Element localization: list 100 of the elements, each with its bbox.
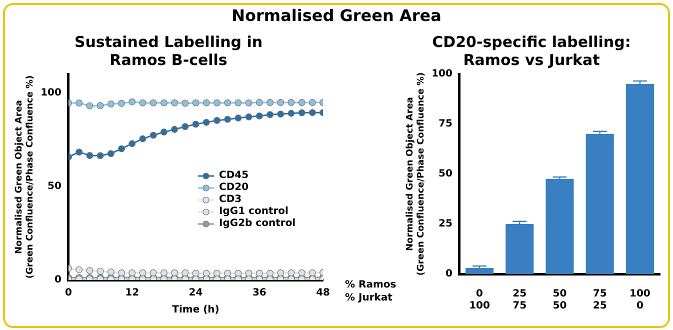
point — [202, 99, 210, 106]
point — [118, 100, 126, 107]
point — [150, 99, 157, 106]
point — [202, 270, 210, 277]
point — [224, 99, 232, 106]
y-axis-title: Normalised Green Object Area (Green Confluence/Phase Confluence %) — [14, 75, 36, 279]
legend-label: CD20 — [219, 182, 249, 194]
point — [224, 116, 232, 123]
legend-label: IgG2b control — [219, 218, 296, 230]
point — [86, 152, 94, 159]
point — [139, 135, 146, 142]
point — [308, 98, 316, 106]
bar — [586, 134, 614, 274]
bar — [506, 224, 534, 274]
point — [277, 110, 284, 118]
chart-title: Sustained Labelling in Ramos B-cells — [74, 32, 263, 69]
point — [107, 268, 114, 276]
point — [308, 269, 316, 276]
point — [118, 269, 126, 276]
point — [139, 269, 146, 276]
point — [182, 100, 189, 107]
point — [128, 98, 136, 106]
point — [171, 99, 178, 106]
bar — [546, 179, 574, 274]
point — [160, 269, 168, 276]
point — [234, 99, 242, 106]
x-tick-label: 25 75 — [512, 288, 527, 312]
point — [160, 99, 168, 106]
point — [277, 269, 284, 276]
x-axis-title: % Ramos % Jurkat — [345, 280, 396, 304]
point — [86, 267, 94, 274]
point — [277, 98, 284, 106]
chart-title: CD20-specific labelling: Ramos vs Jurkat — [432, 32, 631, 69]
point — [202, 118, 210, 126]
point — [128, 269, 136, 276]
point — [256, 270, 263, 277]
x-axis-title: Time (h) — [172, 304, 220, 316]
x-tick-label: 24 — [188, 288, 203, 299]
point — [298, 269, 306, 276]
x-tick-label: 36 — [252, 288, 266, 299]
y-tick-label: 25 — [438, 218, 453, 230]
point — [96, 152, 104, 160]
point — [213, 99, 220, 106]
y-tick-label: 100 — [40, 87, 62, 98]
point — [107, 150, 114, 158]
point — [245, 113, 252, 120]
point — [160, 128, 168, 136]
x-tick-label: 75 25 — [592, 288, 607, 312]
point — [224, 270, 232, 277]
bar — [626, 84, 654, 274]
y-axis-title: Normalised Green Object Area (Green Confluence/Phase Confluence %) — [406, 72, 427, 276]
point — [245, 99, 252, 106]
point — [288, 98, 295, 106]
point — [266, 98, 274, 106]
point — [150, 269, 157, 276]
point — [192, 120, 200, 128]
point — [76, 266, 83, 274]
x-tick-label: 0 — [64, 288, 72, 299]
point — [192, 99, 200, 106]
point — [298, 98, 306, 106]
point — [118, 145, 126, 152]
point — [96, 268, 104, 275]
y-tick-label: 0 — [54, 274, 62, 286]
point — [266, 270, 274, 277]
point — [171, 126, 178, 133]
point — [128, 140, 136, 148]
point — [139, 99, 146, 106]
legend-label: IgG1 control — [219, 206, 288, 218]
point — [288, 110, 295, 117]
point — [256, 98, 263, 106]
legend-label: CD45 — [219, 170, 249, 182]
legend-label: CD3 — [219, 194, 242, 206]
y-tick-label: 100 — [432, 68, 453, 80]
point — [234, 270, 242, 277]
x-tick-label: 12 — [125, 288, 140, 299]
point — [86, 102, 94, 110]
point — [182, 123, 189, 130]
point — [171, 269, 178, 276]
point — [245, 270, 252, 277]
y-tick-label: 75 — [438, 118, 453, 130]
text: Normalised Green Area — [230, 6, 442, 25]
point — [213, 270, 220, 277]
bar — [465, 268, 494, 274]
point — [107, 100, 114, 108]
x-tick-label: 100 0 — [630, 288, 650, 312]
point — [288, 269, 295, 276]
point — [298, 109, 306, 116]
point — [182, 269, 189, 276]
point — [234, 114, 242, 122]
y-tick-label: 50 — [48, 180, 62, 192]
point — [266, 111, 274, 118]
x-tick-label: 0 100 — [469, 288, 490, 312]
x-tick-label: 50 50 — [552, 288, 567, 312]
y-tick-label: 50 — [438, 168, 453, 180]
point — [256, 112, 263, 120]
point — [76, 148, 83, 156]
y-tick-label: 0 — [446, 268, 453, 280]
point — [308, 109, 316, 116]
point — [150, 132, 157, 139]
point — [76, 100, 83, 107]
